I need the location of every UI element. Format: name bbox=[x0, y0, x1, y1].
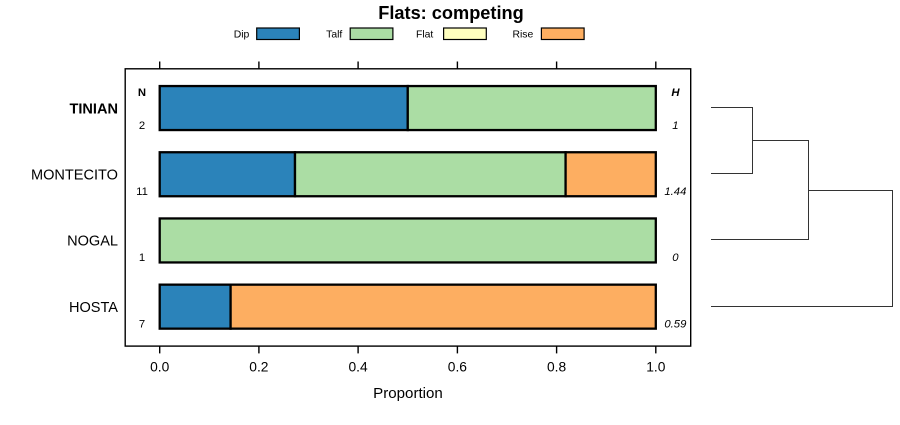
svg-text:11: 11 bbox=[136, 186, 148, 198]
svg-text:Dip: Dip bbox=[234, 29, 250, 40]
svg-text:0.0: 0.0 bbox=[150, 360, 170, 375]
svg-text:0.6: 0.6 bbox=[448, 360, 468, 375]
svg-text:Flats: competing: Flats: competing bbox=[378, 3, 524, 23]
svg-text:1: 1 bbox=[672, 120, 678, 132]
svg-text:7: 7 bbox=[139, 318, 145, 330]
svg-text:HOSTA: HOSTA bbox=[69, 300, 118, 316]
svg-text:2: 2 bbox=[139, 120, 145, 132]
svg-text:N: N bbox=[138, 87, 146, 99]
svg-text:MONTECITO: MONTECITO bbox=[31, 168, 118, 184]
svg-text:TINIAN: TINIAN bbox=[70, 101, 119, 117]
svg-text:H: H bbox=[671, 87, 680, 99]
svg-text:0.8: 0.8 bbox=[547, 360, 567, 375]
svg-text:1: 1 bbox=[139, 252, 145, 264]
svg-text:NOGAL: NOGAL bbox=[67, 234, 118, 250]
svg-text:1.44: 1.44 bbox=[664, 186, 686, 198]
svg-text:0.59: 0.59 bbox=[664, 318, 687, 330]
svg-text:0.2: 0.2 bbox=[249, 360, 268, 375]
svg-text:Proportion: Proportion bbox=[373, 385, 443, 402]
svg-text:0: 0 bbox=[672, 252, 679, 264]
svg-text:Rise: Rise bbox=[513, 29, 534, 40]
svg-text:0.4: 0.4 bbox=[349, 360, 369, 375]
svg-text:1.0: 1.0 bbox=[646, 360, 666, 375]
svg-text:Flat: Flat bbox=[416, 29, 433, 40]
svg-text:Talf: Talf bbox=[326, 29, 342, 40]
